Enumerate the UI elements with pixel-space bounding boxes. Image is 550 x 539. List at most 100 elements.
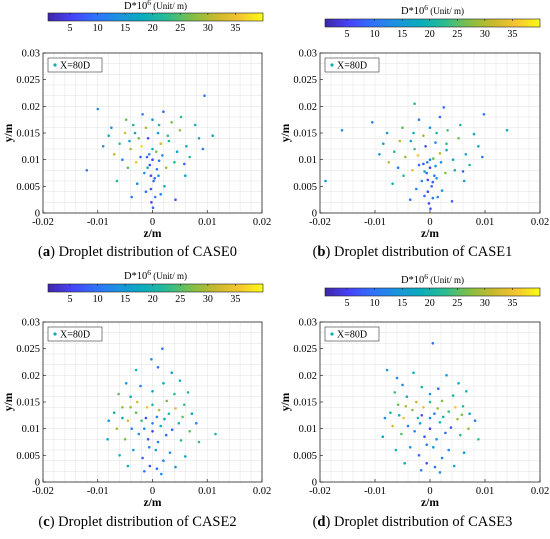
colorbar-tick-label: 20 <box>425 298 435 309</box>
data-point <box>151 206 155 209</box>
data-point <box>211 134 214 137</box>
data-point <box>397 414 401 417</box>
data-point <box>387 161 391 164</box>
data-point <box>145 155 149 159</box>
data-point <box>439 161 443 164</box>
legend-box <box>47 326 103 342</box>
x-axis-label: z/m <box>144 228 162 240</box>
data-point <box>440 456 444 460</box>
data-point <box>132 448 135 452</box>
colorbar-title: D*106 (Unit/ m) <box>124 0 187 12</box>
data-point <box>324 179 327 183</box>
data-point <box>173 392 176 396</box>
x-tick-label: -0.02 <box>309 217 331 228</box>
data-point <box>461 405 465 408</box>
data-point <box>155 150 158 153</box>
legend-marker <box>330 63 334 67</box>
data-point <box>432 157 435 160</box>
data-point <box>197 440 201 444</box>
data-point <box>145 406 149 409</box>
data-point <box>96 107 100 111</box>
x-axis-label: z/m <box>144 497 162 509</box>
data-point <box>450 200 454 203</box>
data-point <box>408 446 412 449</box>
data-point <box>428 158 432 161</box>
data-point <box>161 347 164 351</box>
y-tick-label: 0.02 <box>299 102 317 113</box>
colorbar-tick-label: 20 <box>148 294 158 305</box>
data-point <box>428 166 432 169</box>
y-tick-label: 0.03 <box>22 49 40 60</box>
data-point <box>426 178 430 182</box>
data-point <box>118 142 121 145</box>
data-point <box>214 432 217 436</box>
x-tick-label: 0.02 <box>531 486 549 497</box>
data-point <box>197 137 201 140</box>
data-point <box>168 451 172 455</box>
data-point <box>184 455 187 458</box>
y-tick-label: 0.03 <box>299 49 317 60</box>
data-point <box>115 427 119 431</box>
data-point <box>423 194 426 198</box>
data-point <box>151 147 154 151</box>
data-point <box>445 148 448 152</box>
grid <box>43 322 262 482</box>
x-tick-label: 0 <box>427 217 432 228</box>
colorbar-tick-label: 30 <box>203 294 213 305</box>
x-tick-label: 0.01 <box>476 217 494 228</box>
x-tick-label: 0 <box>150 217 155 228</box>
data-point <box>178 379 182 383</box>
data-point <box>128 139 131 143</box>
data-point <box>416 154 420 157</box>
data-point <box>151 422 154 425</box>
x-tick-label: 0 <box>427 486 432 497</box>
data-point <box>436 407 440 410</box>
x-tick-label: 0.01 <box>198 486 216 497</box>
data-point <box>117 392 120 396</box>
data-point <box>153 195 157 199</box>
data-point <box>417 454 421 457</box>
data-point <box>426 190 430 193</box>
data-point <box>442 106 446 109</box>
y-tick-label: 0.015 <box>16 398 40 409</box>
y-tick-label: 0 <box>35 209 40 220</box>
data-point <box>156 131 160 135</box>
y-tick-label: 0.015 <box>293 129 317 140</box>
data-point <box>185 145 188 148</box>
data-point <box>408 198 412 201</box>
data-point <box>184 174 187 177</box>
data-point <box>413 430 416 433</box>
data-point <box>428 427 432 431</box>
colorbar-tick-label: 20 <box>425 29 435 40</box>
panel-a: D*106 (Unit/ m) 5 10 15 20 25 30 35 -0.02 -0.01 0 0… <box>3 0 271 240</box>
data-point <box>124 118 128 121</box>
data-point <box>473 419 477 423</box>
data-point <box>472 132 476 136</box>
data-point <box>201 147 205 151</box>
data-point <box>155 168 159 171</box>
data-point <box>411 408 414 412</box>
y-tick-label: 0.03 <box>299 318 317 329</box>
data-point <box>157 174 160 177</box>
data-point <box>431 196 435 200</box>
data-point <box>415 187 418 191</box>
data-point <box>468 412 471 416</box>
x-axis-label: z/m <box>421 228 439 240</box>
y-tick-label: 0.025 <box>16 75 40 86</box>
data-point <box>398 139 402 143</box>
data-point <box>457 137 460 140</box>
data-point <box>416 416 420 420</box>
colorbar-tick-label: 30 <box>480 298 490 309</box>
data-point <box>462 451 466 455</box>
y-tick-label: 0.005 <box>293 182 317 193</box>
data-point <box>481 155 484 159</box>
y-tick-label: 0.02 <box>22 102 40 113</box>
data-point <box>179 439 183 442</box>
data-point <box>420 179 424 183</box>
y-tick-label: 0.01 <box>22 155 40 166</box>
data-point <box>446 129 449 132</box>
y-tick-label: 0.005 <box>293 451 317 462</box>
data-point <box>452 464 456 468</box>
data-point <box>203 94 206 97</box>
data-point <box>121 406 124 409</box>
